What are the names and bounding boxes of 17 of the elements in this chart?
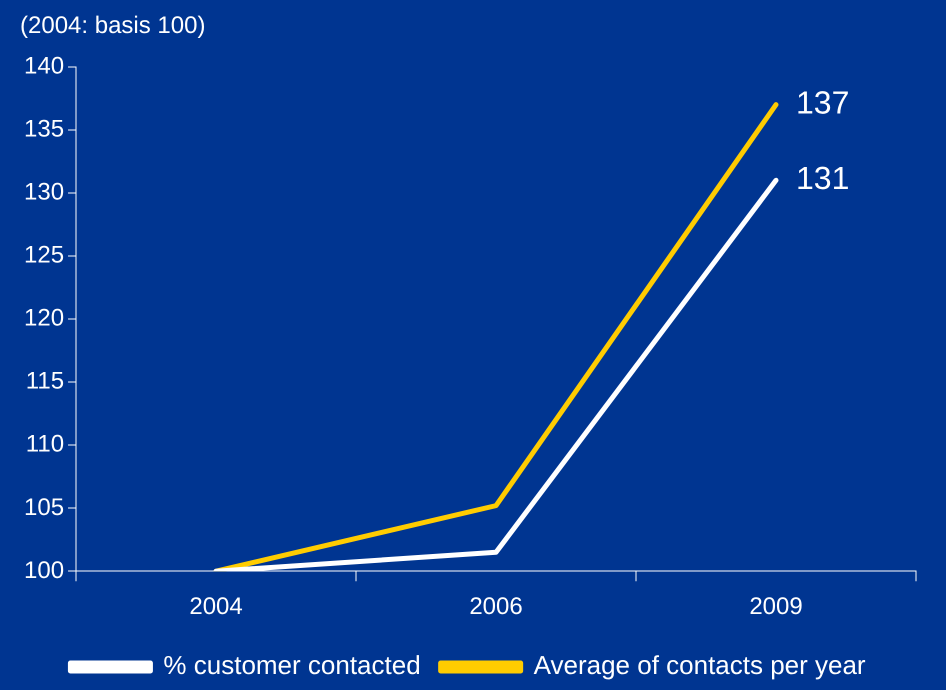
y-tick-label: 110 xyxy=(26,430,64,458)
y-tick-label: 125 xyxy=(24,242,64,269)
legend-label: Average of contacts per year xyxy=(534,650,866,680)
y-tick-label: 105 xyxy=(24,494,64,521)
y-tick-label: 135 xyxy=(24,115,64,142)
data-label: 131 xyxy=(796,160,850,196)
y-tick-label: 140 xyxy=(24,52,64,80)
y-tick-label: 130 xyxy=(24,178,64,206)
x-tick-label: 2009 xyxy=(749,593,803,620)
data-label: 137 xyxy=(796,84,850,120)
x-tick-label: 2006 xyxy=(469,593,523,620)
x-tick-label: 2004 xyxy=(189,593,243,620)
y-tick-label: 115 xyxy=(26,368,64,395)
legend-label: % customer contacted xyxy=(163,650,421,680)
y-tick-label: 120 xyxy=(24,304,64,332)
chart-subtitle: (2004: basis 100) xyxy=(20,12,206,40)
y-tick-label: 100 xyxy=(24,556,64,584)
